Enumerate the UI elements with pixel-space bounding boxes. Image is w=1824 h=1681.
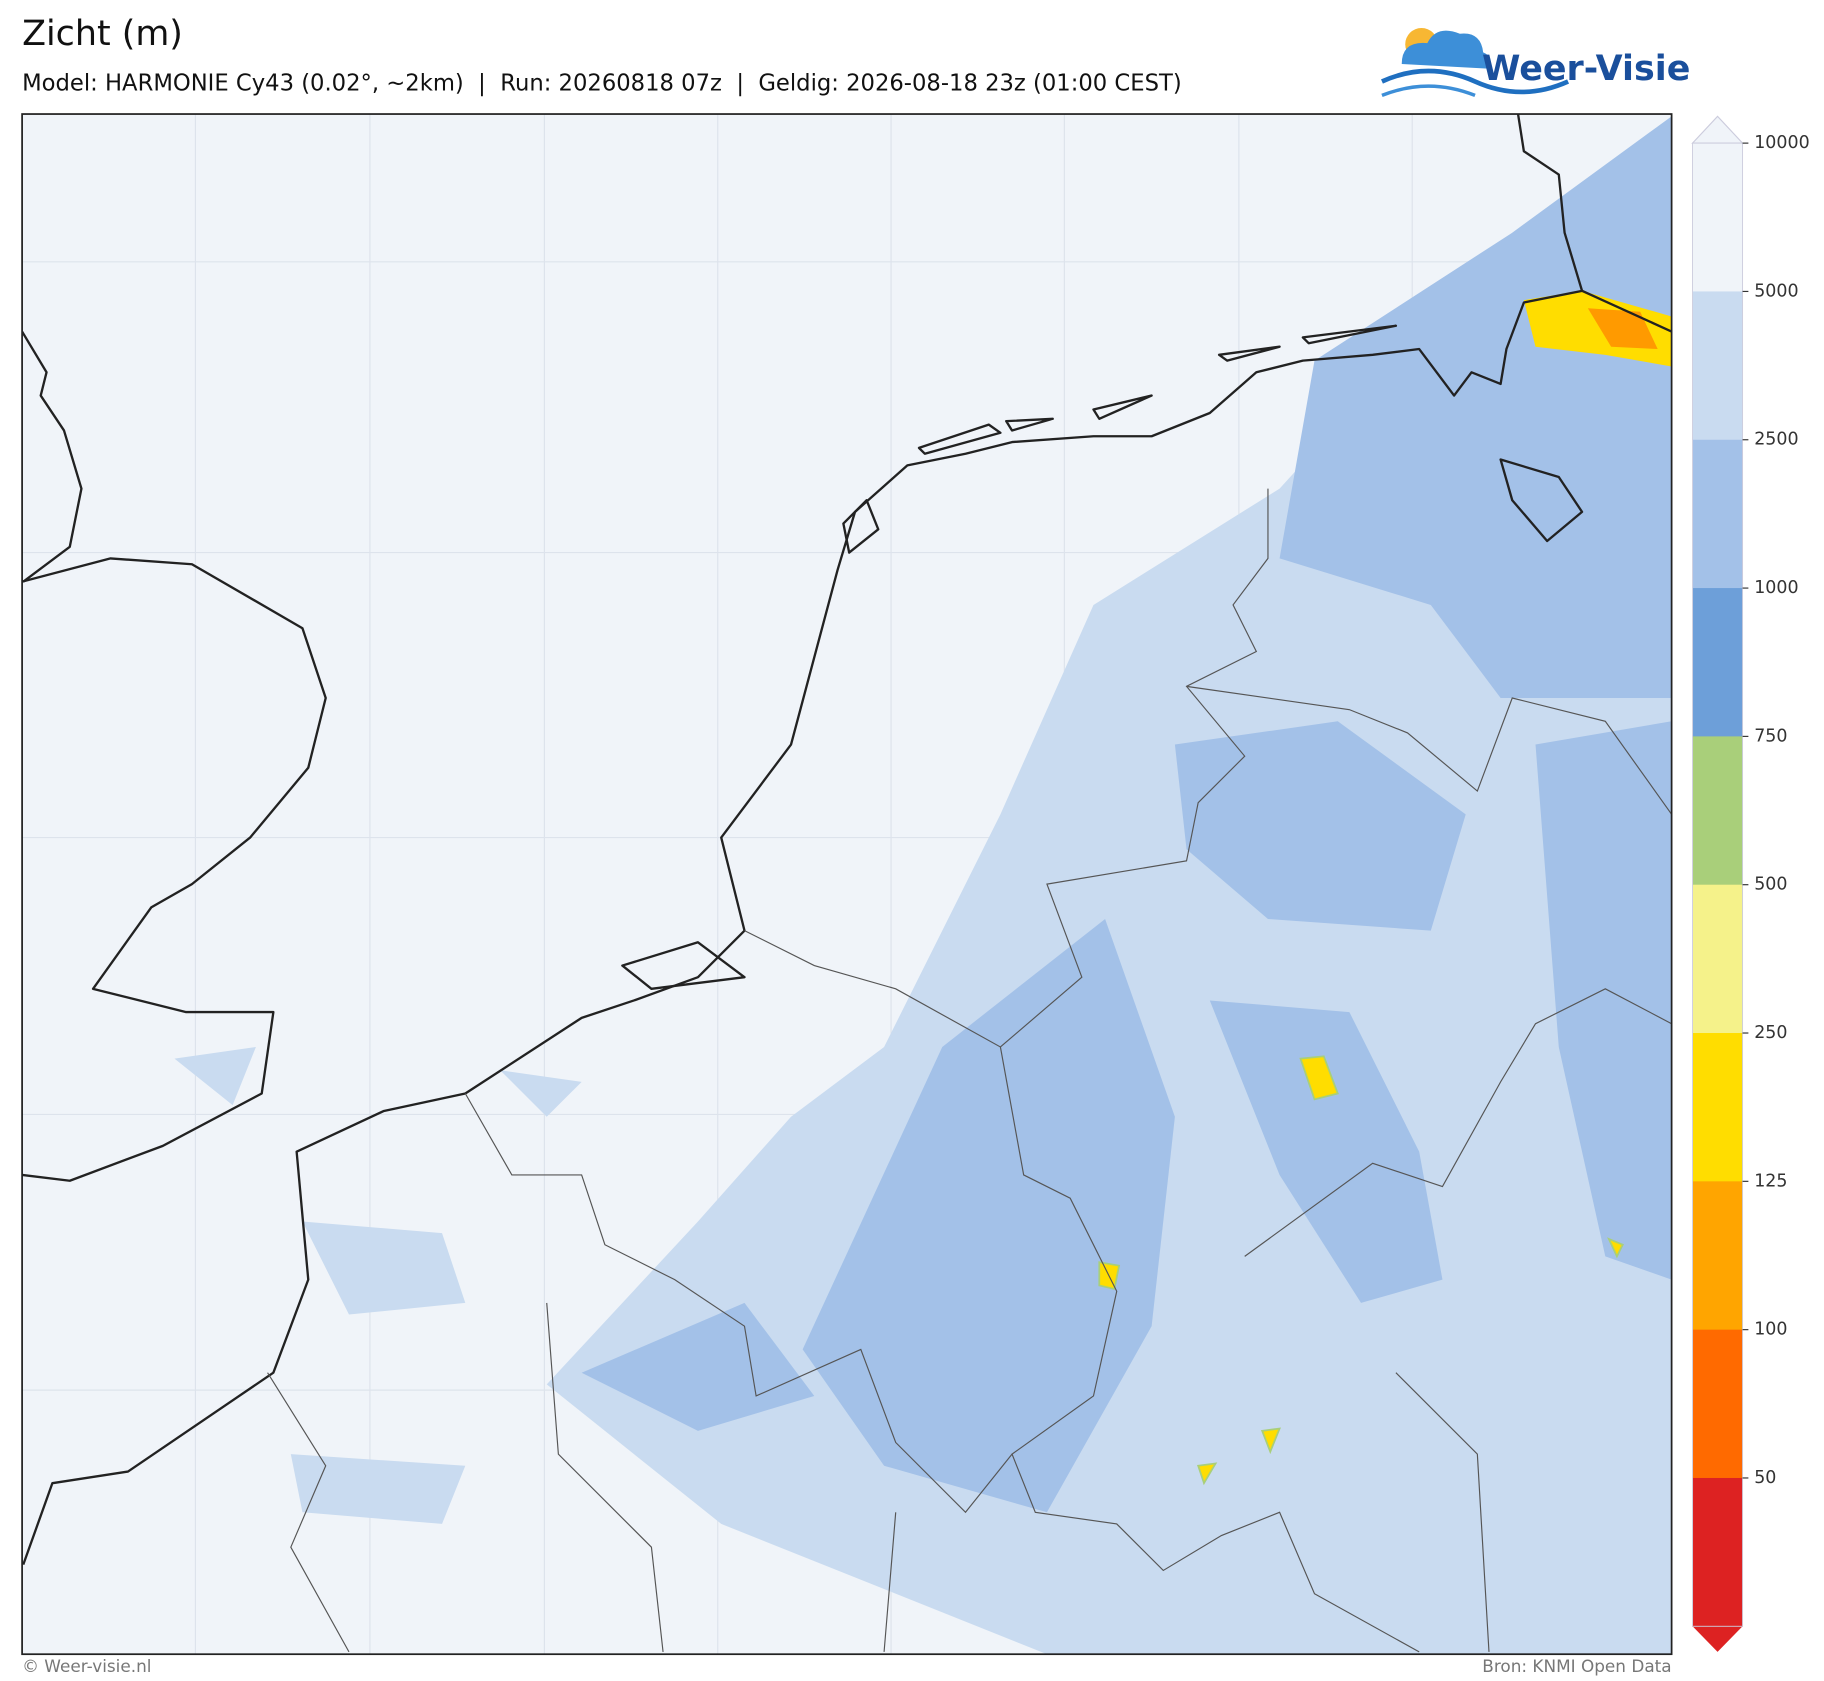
coastlines bbox=[22, 114, 1672, 1566]
subtitle: Model: HARMONIE Cy43 (0.02°, ~2km) | Run… bbox=[22, 70, 1182, 96]
colorbar-segment bbox=[1692, 884, 1743, 1034]
colorbar-segment bbox=[1692, 1033, 1743, 1182]
colorbar-tick-label: 2500 bbox=[1754, 430, 1798, 450]
colorbar-tick-label: 10000 bbox=[1754, 133, 1809, 153]
colorbar-extension-bottom bbox=[1692, 1626, 1743, 1652]
colorbar-extension-top bbox=[1691, 115, 1744, 144]
colorbar-tick-label: 50 bbox=[1754, 1468, 1776, 1488]
logo-text: Weer-Visie bbox=[1482, 49, 1690, 89]
colorbar-tick-label: 1000 bbox=[1754, 578, 1798, 598]
colorbar-segment bbox=[1692, 439, 1743, 589]
map-frame bbox=[21, 113, 1673, 1656]
colorbar-segment bbox=[1692, 143, 1743, 293]
colorbar: 10000 5000 2500 1000 750 500 250 125 100 50 bbox=[1691, 115, 1810, 1652]
map bbox=[22, 114, 1672, 1655]
footer-credit: © Weer-visie.nl bbox=[22, 1656, 151, 1676]
colorbar-segment bbox=[1692, 736, 1743, 886]
colorbar-tick-label: 500 bbox=[1754, 875, 1787, 895]
colorbar-tick-label: 750 bbox=[1754, 726, 1787, 746]
colorbar-tick-label: 125 bbox=[1754, 1171, 1787, 1191]
title: Zicht (m) bbox=[22, 14, 183, 54]
logo-wave bbox=[1381, 68, 1570, 95]
footer-source: Bron: KNMI Open Data bbox=[1482, 1656, 1671, 1676]
colorbar-tick-label: 250 bbox=[1754, 1023, 1787, 1043]
colorbar-segment bbox=[1692, 588, 1743, 737]
logo-cloud bbox=[1401, 30, 1491, 69]
logo-wave bbox=[1381, 84, 1476, 98]
colorbar-tick-label: 5000 bbox=[1754, 281, 1798, 301]
borders bbox=[267, 488, 1672, 1653]
colorbar-tick-label: 100 bbox=[1754, 1320, 1787, 1340]
colorbar-segment bbox=[1692, 1477, 1743, 1627]
visibility-field bbox=[174, 116, 1672, 1655]
logo: Weer-Visie bbox=[1381, 27, 1690, 98]
colorbar-segment bbox=[1692, 1181, 1743, 1331]
colorbar-segment bbox=[1692, 1329, 1743, 1479]
colorbar-segment bbox=[1692, 291, 1743, 441]
